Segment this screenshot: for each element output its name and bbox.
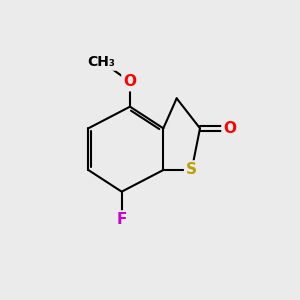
Text: S: S — [186, 163, 197, 178]
Text: O: O — [224, 121, 236, 136]
Text: CH₃: CH₃ — [88, 55, 116, 69]
Text: O: O — [124, 74, 136, 89]
Text: F: F — [116, 212, 127, 227]
